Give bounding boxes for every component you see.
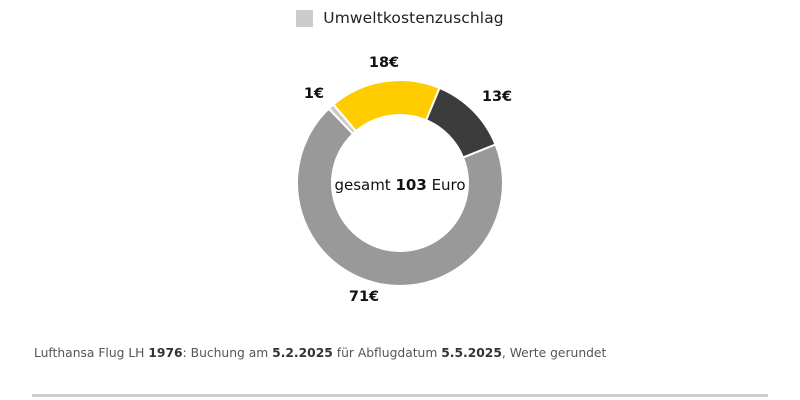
center-total-value: 103	[395, 176, 427, 194]
footnote-part: Lufthansa Flug LH	[34, 346, 149, 360]
legend-swatch	[296, 9, 314, 27]
donut-slice-71-euro	[296, 107, 504, 287]
center-suffix: Euro	[431, 176, 466, 194]
donut-slice-18-euro	[331, 79, 441, 133]
footnote-part: 5.2.2025	[272, 346, 333, 360]
legend-item-umweltkostenzuschlag: Umweltkostenzuschlag	[296, 9, 504, 27]
chart-footnote: Lufthansa Flug LH 1976: Buchung am 5.2.2…	[34, 346, 606, 360]
footnote-part: , Werte gerundet	[501, 346, 607, 360]
footnote-part: 5.5.2025	[441, 346, 502, 360]
center-prefix: gesamt	[334, 176, 391, 194]
slice-label-18: 18€	[368, 55, 400, 71]
slice-label-13: 13€	[481, 89, 513, 105]
donut-center-total: gesamt 103 Euro	[334, 176, 465, 194]
legend-label: Umweltkostenzuschlag	[323, 9, 504, 27]
footnote-part: für Abflugdatum	[332, 346, 442, 360]
footnote-part: : Buchung am	[182, 346, 273, 360]
footnote-part: 1976	[148, 346, 183, 360]
slice-label-71: 71€	[348, 289, 380, 305]
chart-legend: Umweltkostenzuschlag	[0, 9, 800, 27]
bottom-divider	[32, 394, 768, 397]
slice-label-1: 1€	[303, 86, 325, 102]
